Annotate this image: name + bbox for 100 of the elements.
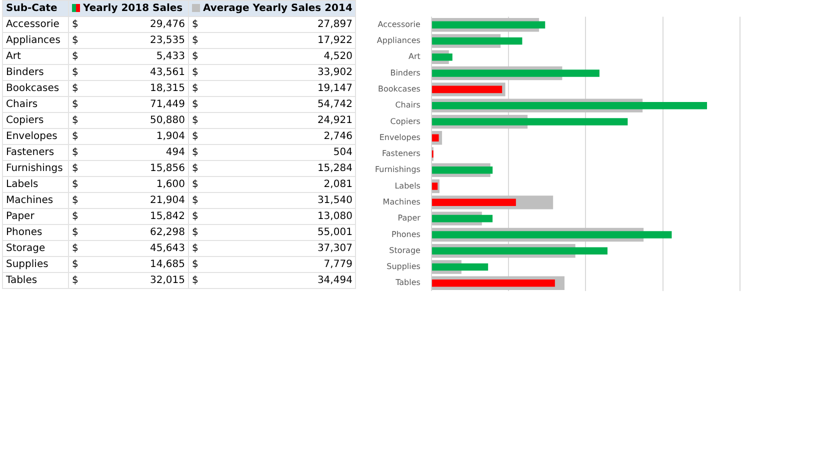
category-label: Copiers [390, 116, 420, 126]
data-label: 5,433 [156, 50, 185, 64]
text: $ [192, 50, 198, 62]
category-label: Bookcases [378, 84, 420, 94]
data-label: 55,001 [317, 226, 352, 240]
category-label: Chairs [395, 100, 420, 110]
data-label: 15,284 [317, 162, 352, 176]
text: Sub-Cate [2, 0, 68, 16]
text: $ [72, 258, 78, 270]
data-label: 54,742 [317, 98, 352, 112]
bar [432, 102, 708, 110]
text: $ [72, 114, 78, 126]
category-label: Binders [390, 68, 420, 78]
y-tick-label: Copiers [2, 112, 68, 128]
category-label: Appliances [376, 36, 420, 46]
data-label: 24,921 [317, 114, 352, 128]
data-label: 62,298 [150, 226, 185, 240]
bar [432, 247, 608, 254]
bar [432, 54, 452, 61]
y-tick-label: Chairs [2, 96, 68, 112]
category-label: Fasteners [382, 149, 420, 158]
text: $ [72, 274, 78, 286]
category-label: Labels [394, 181, 420, 190]
bar [432, 134, 439, 142]
bar [432, 280, 555, 287]
y-tick-label: Appliances [2, 32, 68, 48]
y-tick-label: Envelopes [2, 128, 68, 144]
category-label: Tables [396, 278, 420, 288]
text: $ [192, 18, 198, 32]
data-label: 43,561 [150, 66, 185, 80]
bar [432, 166, 493, 174]
text: $ [192, 242, 198, 254]
category-label: Phones [392, 230, 420, 239]
bar [432, 70, 600, 77]
data-label: 494 [166, 146, 185, 160]
bar [432, 214, 493, 222]
data-label: 19,147 [317, 82, 352, 96]
text: $ [72, 242, 78, 254]
bar [432, 263, 488, 271]
text: $ [72, 178, 78, 190]
bar [432, 21, 546, 29]
y-tick-label: Storage [2, 240, 68, 256]
text: $ [192, 66, 198, 78]
data-label: 71,449 [150, 98, 185, 112]
bar [432, 182, 438, 190]
data-label: 1,600 [156, 178, 185, 192]
y-tick-label: Binders [2, 64, 68, 80]
data-label: 23,535 [150, 34, 185, 48]
data-label: 18,315 [150, 82, 185, 96]
bar [432, 118, 628, 126]
y-tick-label: Bookcases [2, 80, 68, 96]
text: $ [192, 146, 198, 158]
text: $ [72, 130, 78, 142]
text: $ [192, 114, 198, 126]
text: $ [192, 258, 198, 270]
category-label: Paper [398, 214, 420, 223]
text: $ [192, 226, 198, 238]
category-label: Furnishings [375, 165, 420, 174]
bar [432, 37, 522, 45]
data-label: 33,902 [317, 66, 352, 80]
category-label: Accessorie [378, 20, 420, 29]
text: $ [72, 18, 78, 30]
data-label: 1,904 [156, 130, 185, 144]
y-tick-label: Fasteners [2, 144, 68, 160]
bar [432, 231, 672, 238]
text: $ [192, 130, 198, 142]
data-label: 31,540 [317, 194, 352, 208]
y-tick-label: Supplies [2, 256, 68, 272]
text: $ [72, 162, 78, 174]
data-label: 21,904 [150, 194, 185, 208]
category-label: Storage [389, 246, 420, 255]
y-tick-label: Art [2, 48, 68, 64]
text: $ [192, 34, 198, 46]
category-label: Art [408, 52, 420, 62]
text: $ [192, 178, 198, 190]
data-label: 2,746 [324, 130, 352, 144]
text: $ [192, 82, 198, 94]
text: $ [192, 210, 198, 222]
data-label: 504 [333, 146, 352, 160]
text: $ [72, 194, 78, 206]
y-tick-label: Accessorie [2, 16, 68, 32]
text: $ [72, 98, 78, 110]
y-tick-label: Labels [2, 176, 68, 192]
data-label: 27,897 [317, 18, 352, 32]
category-label: Supplies [386, 262, 420, 272]
text: $ [72, 34, 78, 46]
data-label: 14,685 [150, 258, 185, 272]
text: $ [72, 66, 78, 78]
data-label: 15,842 [150, 210, 185, 224]
text: $ [72, 82, 78, 94]
data-label: 7,779 [324, 258, 352, 272]
y-tick-label: Tables [2, 272, 68, 288]
bar [432, 86, 502, 94]
data-label: 37,307 [317, 242, 352, 256]
text: $ [72, 50, 78, 62]
bar [432, 198, 516, 206]
text: $ [72, 226, 78, 238]
data-label: 34,494 [317, 274, 352, 288]
text: $ [192, 162, 198, 174]
category-label: Envelopes [379, 132, 420, 142]
